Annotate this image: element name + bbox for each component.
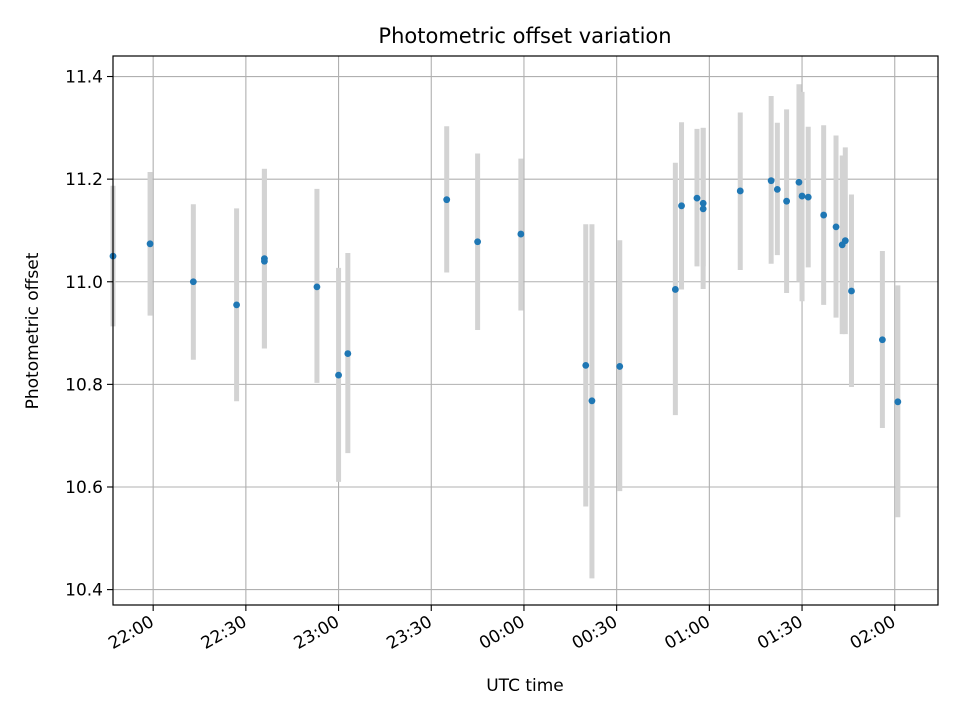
y-tick-label: 10.4: [65, 581, 103, 601]
data-point: [678, 202, 685, 210]
data-point: [798, 192, 806, 200]
data-point: [313, 283, 321, 291]
data-point: [344, 350, 352, 357]
data-points: [109, 177, 902, 406]
data-point: [773, 186, 781, 193]
y-axis-title: Photometric offset: [23, 252, 43, 409]
y-axis: 10.4 10.6 10.8 11.0 11.2 11.4: [65, 68, 113, 601]
data-point: [474, 238, 482, 246]
data-point: [832, 223, 840, 231]
data-point: [699, 205, 707, 213]
data-point: [616, 363, 624, 370]
plot-frame: [112, 55, 939, 606]
y-tick-label: 10.6: [65, 478, 103, 498]
data-point: [588, 397, 596, 405]
y-tick-label: 11.0: [65, 273, 103, 293]
data-point: [699, 199, 707, 207]
y-tick-label: 11.2: [65, 170, 103, 190]
data-point: [804, 193, 812, 201]
data-point: [841, 237, 849, 245]
data-point: [848, 287, 855, 295]
data-point: [820, 211, 828, 219]
data-point: [878, 336, 886, 344]
data-point: [783, 197, 790, 205]
chart-title: Photometric offset variation: [378, 24, 671, 48]
data-point: [335, 371, 342, 379]
data-point: [189, 278, 197, 286]
data-point: [146, 240, 154, 248]
data-point: [693, 194, 701, 202]
data-point: [443, 196, 451, 204]
data-point: [795, 178, 803, 186]
data-point: [736, 187, 744, 195]
y-tick-label: 10.8: [65, 375, 103, 395]
data-point: [517, 230, 525, 238]
data-point: [894, 398, 902, 406]
y-tick-label: 11.4: [65, 68, 103, 88]
x-axis-title: UTC time: [486, 676, 564, 696]
data-point: [671, 286, 679, 293]
data-point: [233, 301, 240, 309]
data-point: [261, 257, 268, 265]
data-point: [767, 177, 775, 185]
data-point: [582, 361, 590, 369]
